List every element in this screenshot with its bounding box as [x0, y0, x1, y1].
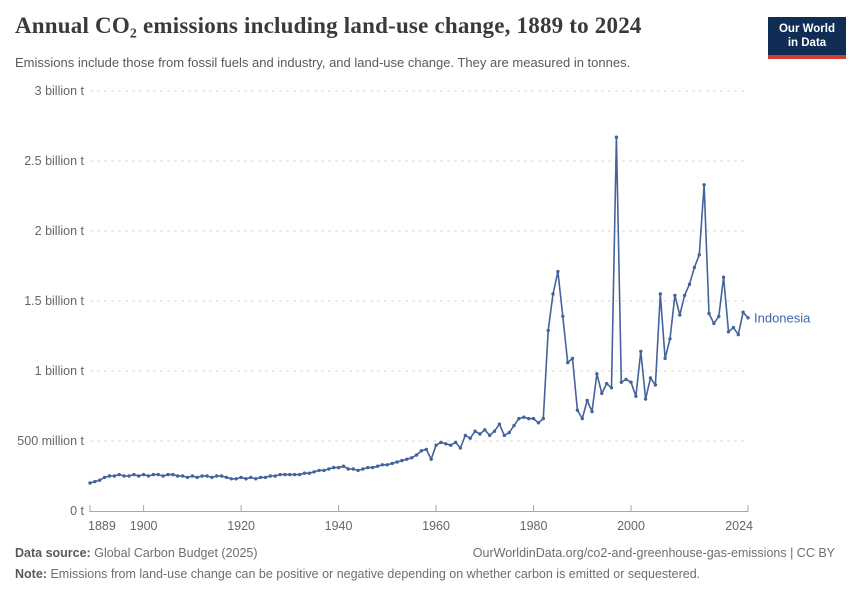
data-points: [88, 135, 750, 485]
svg-text:1960: 1960: [422, 519, 450, 533]
note-text: Emissions from land-use change can be po…: [50, 566, 701, 581]
svg-text:1940: 1940: [325, 519, 353, 533]
data-source-value: Global Carbon Budget (2025): [94, 546, 258, 560]
page-title: Annual CO₂ emissions including land-use …: [15, 13, 642, 38]
chart-note: Note: Emissions from land-use change can…: [15, 566, 835, 584]
data-source-label: Data source:: [15, 546, 91, 560]
data-source: Data source: Global Carbon Budget (2025): [15, 545, 258, 563]
indonesia-line: [89, 136, 749, 484]
svg-text:1 billion t: 1 billion t: [35, 364, 85, 378]
svg-text:0 t: 0 t: [70, 504, 84, 518]
x-axis: 1889 1900 1920 1940 1960 1980 2000 2024: [88, 505, 753, 533]
svg-text:2.5 billion t: 2.5 billion t: [24, 154, 84, 168]
chart-subtitle: Emissions include those from fossil fuel…: [15, 55, 631, 70]
svg-text:3 billion t: 3 billion t: [35, 84, 85, 98]
y-axis-labels: 0 t 500 million t 1 billion t 1.5 billion t…: [17, 84, 84, 518]
svg-text:2 billion t: 2 billion t: [35, 224, 85, 238]
chart-footer: Data source: Global Carbon Budget (2025)…: [15, 545, 835, 583]
owid-logo[interactable]: Our World in Data: [768, 17, 846, 59]
svg-text:1980: 1980: [520, 519, 548, 533]
svg-text:1889: 1889: [88, 519, 116, 533]
svg-text:2024: 2024: [725, 519, 753, 533]
note-label: Note:: [15, 566, 47, 581]
owid-logo-line1: Our World: [778, 23, 835, 35]
svg-text:1.5 billion t: 1.5 billion t: [24, 294, 84, 308]
svg-text:500 million t: 500 million t: [17, 434, 84, 448]
svg-text:1900: 1900: [130, 519, 158, 533]
entity-label-indonesia[interactable]: Indonesia: [754, 310, 811, 325]
svg-text:2000: 2000: [617, 519, 645, 533]
owid-link[interactable]: OurWorldinData.org/co2-and-greenhouse-ga…: [472, 546, 835, 560]
svg-text:1920: 1920: [227, 519, 255, 533]
owid-logo-line2: in Data: [787, 37, 827, 50]
y-gridlines: [90, 90, 748, 442]
